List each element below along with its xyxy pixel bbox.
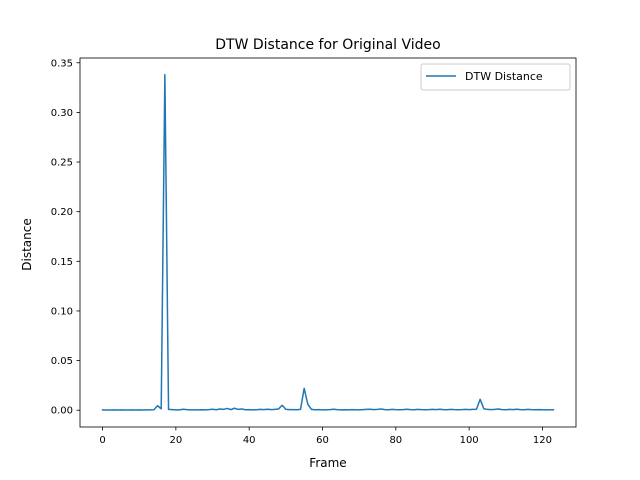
y-tick-label: 0.30: [51, 108, 73, 119]
x-tick-label: 60: [316, 435, 329, 446]
y-tick-label: 0.20: [51, 207, 73, 218]
x-tick-label: 80: [389, 435, 402, 446]
legend: DTW Distance: [420, 63, 571, 91]
y-tick-label: 0.15: [51, 257, 73, 268]
legend-frame: [420, 63, 571, 91]
x-axis: 0 20 40 60 80 100 120: [99, 427, 552, 446]
axes-frame: [79, 57, 577, 428]
plot-area: [79, 57, 577, 428]
y-tick-label: 0.25: [51, 158, 73, 169]
x-axis-label: Frame: [309, 456, 346, 470]
series-line-0: [101, 73, 555, 411]
y-tick-label: 0.35: [51, 58, 73, 69]
y-axis: 0.00 0.05 0.10 0.15 0.20 0.25 0.30 0.35: [51, 58, 80, 417]
x-tick-label: 120: [533, 435, 552, 446]
x-tick-label: 20: [169, 435, 182, 446]
chart-title: DTW Distance for Original Video: [215, 37, 440, 53]
y-axis-label: Distance: [20, 218, 34, 270]
y-tick-label: 0.10: [51, 306, 73, 317]
y-tick-label: 0.05: [51, 356, 73, 367]
x-tick-label: 100: [460, 435, 479, 446]
y-tick-label: 0.00: [51, 406, 73, 417]
x-tick-label: 40: [243, 435, 256, 446]
x-tick-label: 0: [99, 435, 105, 446]
legend-label: DTW Distance: [465, 70, 543, 83]
